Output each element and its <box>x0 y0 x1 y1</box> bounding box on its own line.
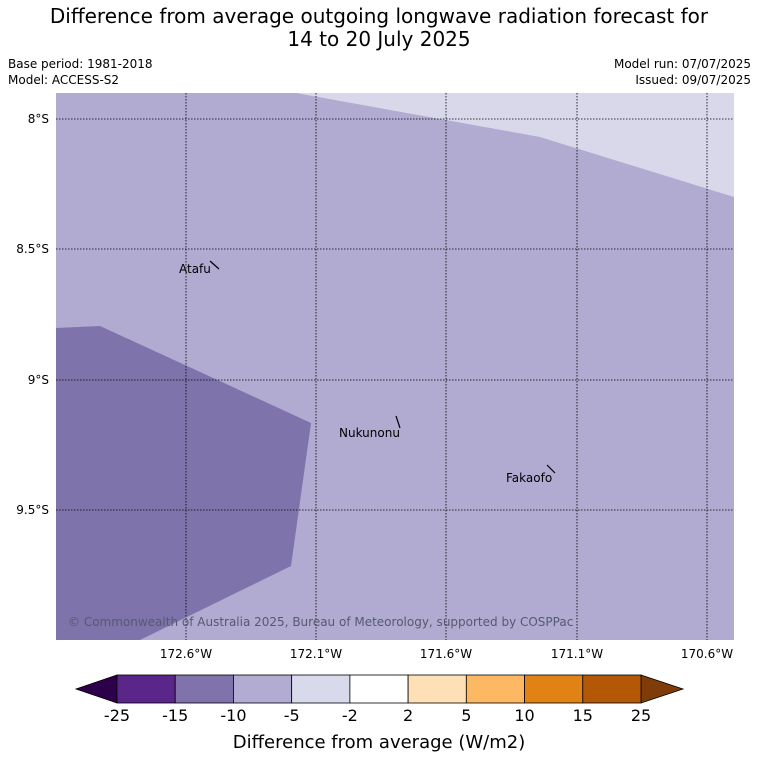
latitude-label: 8.5°S <box>16 242 49 256</box>
colorbar-tick-label: -15 <box>162 706 188 725</box>
colorbar-tick-label: -10 <box>220 706 246 725</box>
colorbar-over-extension <box>640 674 685 704</box>
colorbar-tick-label: 10 <box>514 706 534 725</box>
colorbar-segment <box>349 674 409 704</box>
colorbar: -25 -15 -10 -5 -2 2 5 10 15 25 <box>74 674 685 725</box>
model-run-text: Model run: 07/07/2025 <box>613 57 751 71</box>
map-panel <box>56 93 734 640</box>
colorbar-label: Difference from average (W/m2) <box>232 732 526 753</box>
latitude-labels: 8°S 8.5°S 9°S 9.5°S <box>16 112 49 517</box>
longitude-label: 171.6°W <box>420 647 472 661</box>
colorbar-tick-label: 15 <box>573 706 593 725</box>
chart-title: Difference from average outgoing longwav… <box>0 5 758 51</box>
meta-right: Model run: 07/07/2025 Issued: 09/07/2025 <box>614 56 751 88</box>
model-text: Model: ACCESS-S2 <box>8 73 120 87</box>
region-dark <box>56 326 311 640</box>
place-marker-fakaofo <box>546 464 556 474</box>
colorbar-tick-label: 2 <box>403 706 413 725</box>
place-atafu: Atafu <box>179 260 220 276</box>
colorbar-segment <box>116 674 176 704</box>
title-line-1: Difference from average outgoing longwav… <box>49 4 709 28</box>
place-marker-atafu <box>209 260 220 270</box>
colorbar-under-extension <box>74 674 118 704</box>
colorbar-segment <box>174 674 234 704</box>
colorbar-tick-label: -2 <box>342 706 358 725</box>
colorbar-segment <box>524 674 584 704</box>
longitude-label: 170.6°W <box>681 647 733 661</box>
colorbar-tick-label: 5 <box>461 706 471 725</box>
place-fakaofo: Fakaofo <box>506 464 556 485</box>
title-line-2: 14 to 20 July 2025 <box>287 27 471 51</box>
colorbar-tick-label: -5 <box>284 706 300 725</box>
place-nukunonu: Nukunonu <box>339 415 401 440</box>
latitude-label: 9.5°S <box>16 503 49 517</box>
colorbar-segment <box>233 674 293 704</box>
issued-text: Issued: 09/07/2025 <box>635 73 751 87</box>
colorbar-tick-label: 25 <box>631 706 651 725</box>
place-label-nukunonu: Nukunonu <box>339 426 400 440</box>
colorbar-segment <box>465 674 525 704</box>
colorbar-segment <box>407 674 467 704</box>
meta-left: Base period: 1981-2018 Model: ACCESS-S2 <box>8 56 153 88</box>
colorbar-segment <box>582 674 642 704</box>
longitude-labels: 172.6°W 172.1°W 171.6°W 171.1°W 170.6°W <box>160 647 733 661</box>
place-label-fakaofo: Fakaofo <box>506 471 552 485</box>
copyright-notice: © Commonwealth of Australia 2025, Bureau… <box>68 615 573 629</box>
longitude-label: 172.6°W <box>160 647 212 661</box>
place-label-atafu: Atafu <box>179 262 211 276</box>
longitude-label: 171.1°W <box>551 647 603 661</box>
colorbar-tick-label: -25 <box>104 706 130 725</box>
colorbar-segment <box>291 674 351 704</box>
longitude-label: 172.1°W <box>290 647 342 661</box>
latitude-label: 8°S <box>28 112 49 126</box>
latitude-label: 9°S <box>28 373 49 387</box>
place-marker-nukunonu <box>395 415 401 429</box>
graticule <box>56 93 734 640</box>
base-period-text: Base period: 1981-2018 <box>8 57 153 71</box>
